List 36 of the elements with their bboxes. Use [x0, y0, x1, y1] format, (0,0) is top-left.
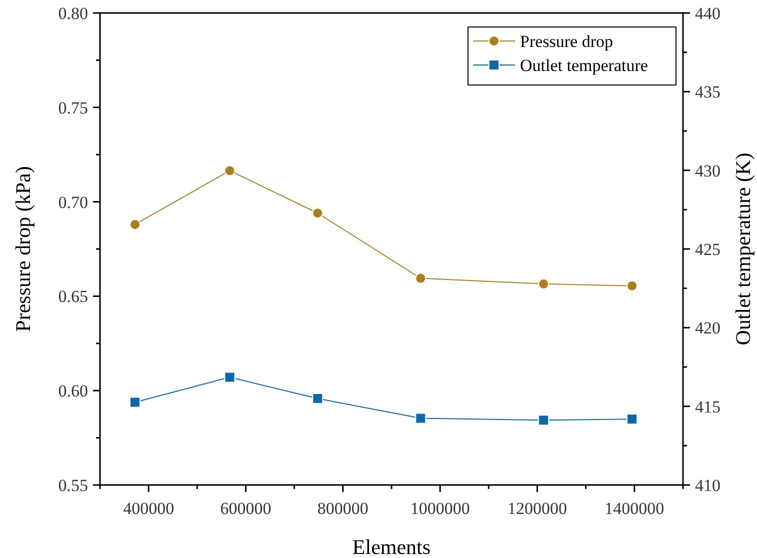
y2-axis-title: Outlet temperature (K) [731, 152, 755, 346]
point [626, 280, 638, 292]
y-tick-label: 0.70 [58, 192, 88, 212]
x-tick-label: 1200000 [508, 499, 567, 518]
legend-label: Pressure drop [520, 32, 614, 51]
x-tick-label: 1000000 [410, 499, 470, 518]
y-axis-title: Pressure drop (kPa) [11, 166, 35, 332]
y2-tick-label: 435 [695, 82, 720, 102]
point [415, 272, 426, 284]
y-tick-label: 0.55 [58, 476, 88, 495]
point [312, 392, 324, 404]
point [224, 372, 236, 383]
point [415, 412, 426, 424]
y2-tick-label: 440 [695, 4, 720, 23]
x-tick-label: 600000 [220, 499, 272, 518]
y-tick-label: 0.60 [58, 382, 88, 401]
point [129, 396, 140, 408]
x-tick-label: 800000 [317, 499, 368, 518]
y-tick-label: 0.65 [58, 287, 88, 306]
point [626, 414, 638, 425]
point [538, 414, 550, 426]
y2-tick-label: 430 [695, 161, 720, 180]
legend-label: Outlet temperature [520, 56, 648, 75]
point [224, 165, 236, 176]
x-tick-label: 400000 [123, 499, 174, 518]
x-tick-label: 1400000 [604, 499, 664, 518]
point [538, 278, 550, 290]
y2-tick-label: 425 [695, 240, 720, 259]
y2-tick-label: 420 [695, 318, 720, 338]
y2-tick-label: 415 [695, 397, 720, 416]
y-tick-label: 0.80 [58, 4, 88, 23]
y-tick-label: 0.75 [58, 98, 88, 118]
point [129, 218, 140, 230]
x-axis-title: Elements [352, 535, 431, 558]
point [312, 208, 324, 219]
y2-tick-label: 410 [695, 476, 720, 495]
